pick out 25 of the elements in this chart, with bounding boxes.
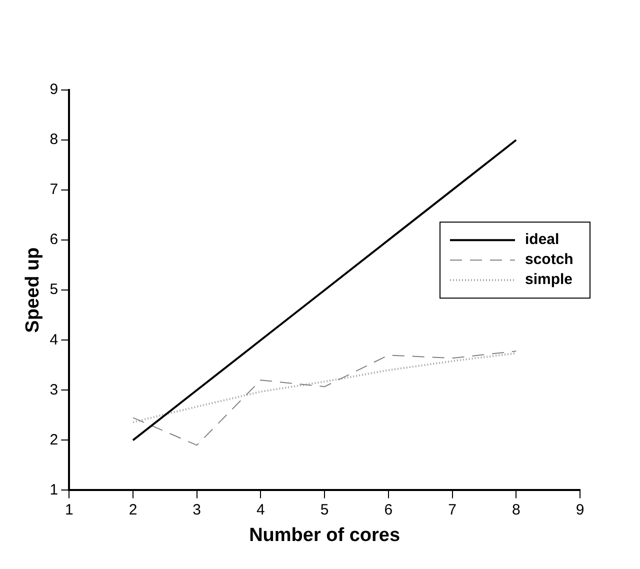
legend-label: ideal xyxy=(525,231,560,248)
x-tick-label: 3 xyxy=(192,501,202,518)
x-tick-label: 6 xyxy=(384,501,393,518)
legend-label: scotch xyxy=(525,251,574,268)
y-tick-label: 9 xyxy=(50,81,58,98)
y-tick-label: 5 xyxy=(50,281,58,298)
y-tick-label: 2 xyxy=(50,431,58,448)
y-tick-label: 4 xyxy=(50,331,58,348)
x-tick-label: 5 xyxy=(320,501,329,518)
x-tick-label: 4 xyxy=(256,501,265,518)
y-tick-label: 7 xyxy=(50,181,58,198)
x-tick-label: 9 xyxy=(576,501,584,518)
x-tick-label: 1 xyxy=(64,501,74,518)
x-tick-label: 8 xyxy=(512,501,520,518)
y-axis-title: Speed up xyxy=(22,247,44,333)
line-series xyxy=(132,350,517,446)
y-tick-label: 6 xyxy=(50,231,58,248)
x-tick-label: 2 xyxy=(128,501,138,518)
y-tick-label: 1 xyxy=(50,481,58,498)
y-tick-label: 8 xyxy=(50,131,58,148)
line-series xyxy=(132,352,518,424)
x-axis-title: Number of cores xyxy=(249,524,400,546)
legend-label: simple xyxy=(525,271,573,288)
y-tick-label: 3 xyxy=(50,381,58,398)
x-tick-label: 7 xyxy=(448,501,456,518)
